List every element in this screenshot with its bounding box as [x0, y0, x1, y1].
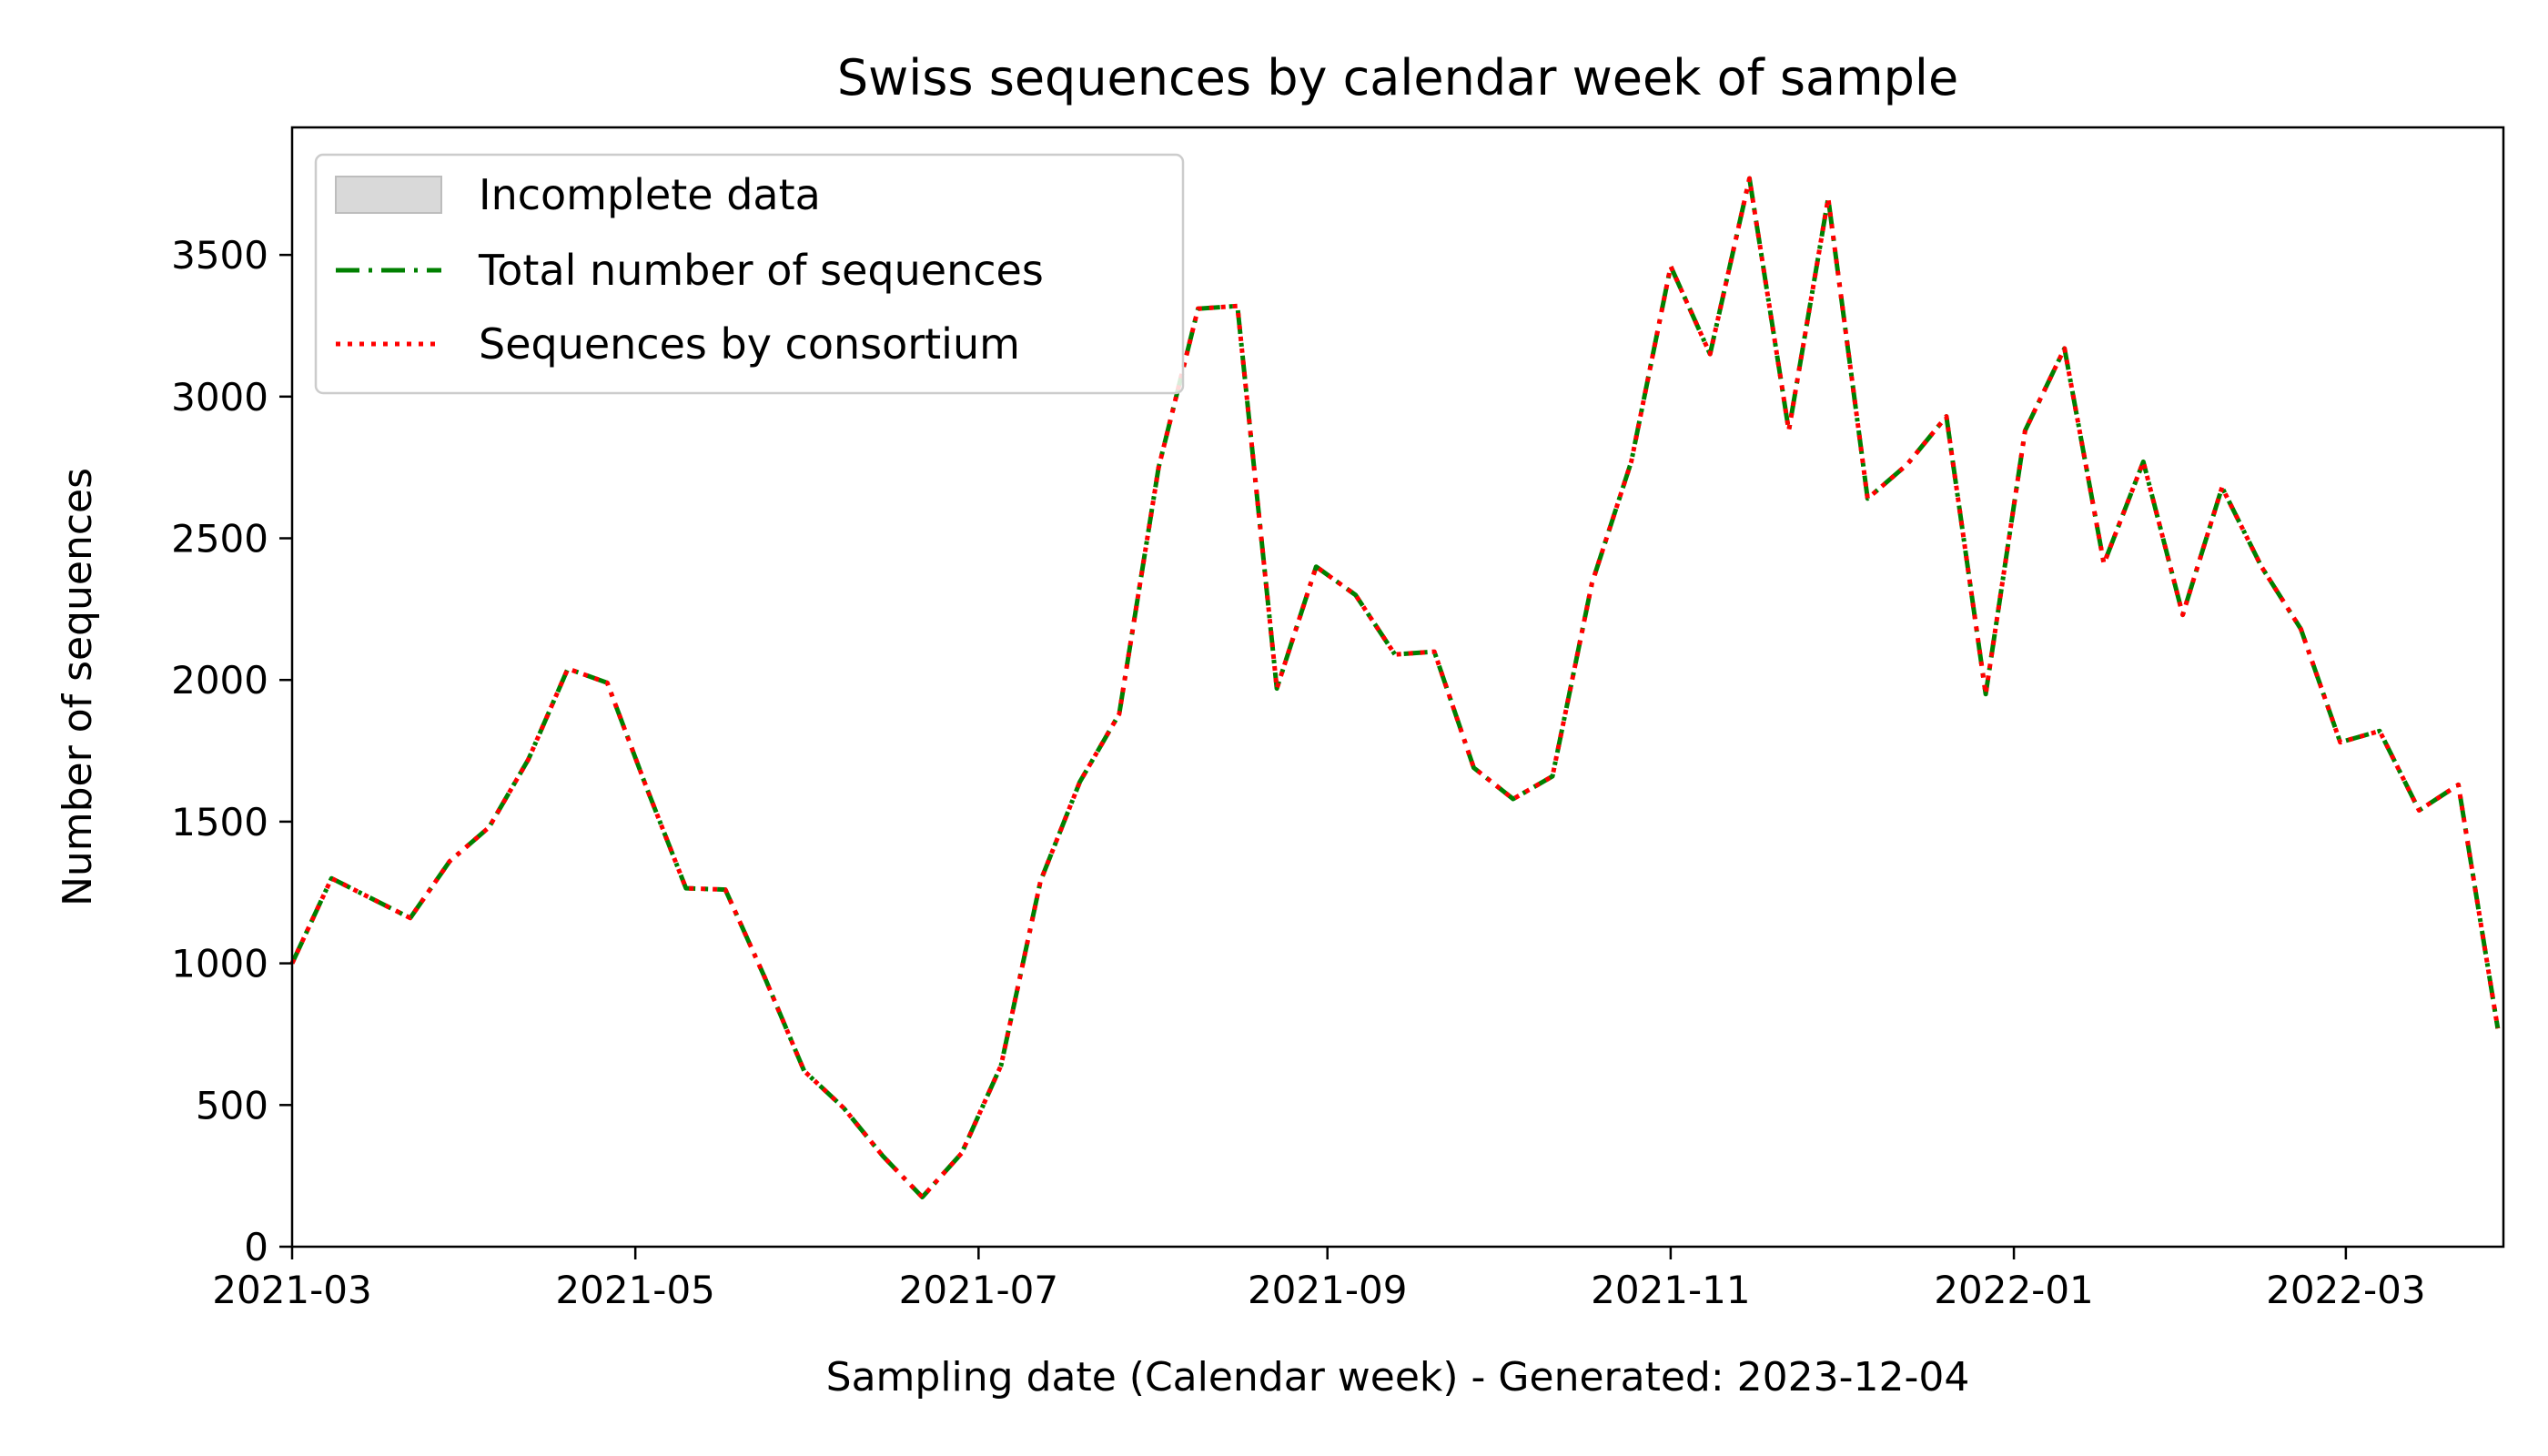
legend-label-incomplete-data: Incomplete data: [479, 170, 821, 219]
x-tick-label: 2021-11: [1591, 1268, 1751, 1312]
x-tick-label: 2021-05: [555, 1268, 715, 1312]
legend-label-total-sequences: Total number of sequences: [478, 246, 1044, 295]
x-axis: 2021-03 2021-05 2021-07 2021-09 2021-11 2022-…: [212, 1247, 2426, 1312]
plot-frame: [290, 126, 2505, 1249]
y-tick-label: 3000: [171, 375, 268, 420]
x-tick-label: 2022-03: [2266, 1268, 2426, 1312]
x-tick-label: 2021-03: [212, 1268, 372, 1312]
x-axis-label: Sampling date (Calendar week) - Generate…: [826, 1354, 1970, 1400]
series-layer: [289, 176, 2501, 1199]
legend-item-incomplete-data: Incomplete data: [335, 170, 821, 219]
y-tick-label: 0: [244, 1225, 268, 1269]
chart-title: Swiss sequences by calendar week of samp…: [837, 49, 1958, 106]
legend-label-consortium-sequences: Sequences by consortium: [479, 319, 1020, 369]
y-tick-label: 1500: [171, 800, 268, 844]
y-tick-label: 3500: [171, 233, 268, 278]
y-tick-label: 2000: [171, 658, 268, 703]
y-axis: 0 500 1000 1500 2000 2500 3000 3500: [171, 233, 292, 1269]
x-tick-label: 2021-09: [1248, 1268, 1408, 1312]
x-tick-label: 2021-07: [899, 1268, 1059, 1312]
y-tick-label: 2500: [171, 517, 268, 561]
legend-item-total-sequences: Total number of sequences: [336, 246, 1044, 295]
y-tick-label: 1000: [171, 942, 268, 986]
y-tick-label: 500: [196, 1083, 268, 1127]
legend: Incomplete data Total number of sequence…: [314, 153, 1185, 395]
legend-swatch-incomplete-data: [335, 176, 442, 214]
legend-item-consortium-sequences: Sequences by consortium: [336, 319, 1020, 369]
legend-box: [314, 153, 1185, 395]
x-tick-label: 2022-01: [1934, 1268, 2094, 1312]
y-axis-label: Number of sequences: [55, 468, 101, 906]
series-line-total-sequences: [289, 176, 2501, 1199]
